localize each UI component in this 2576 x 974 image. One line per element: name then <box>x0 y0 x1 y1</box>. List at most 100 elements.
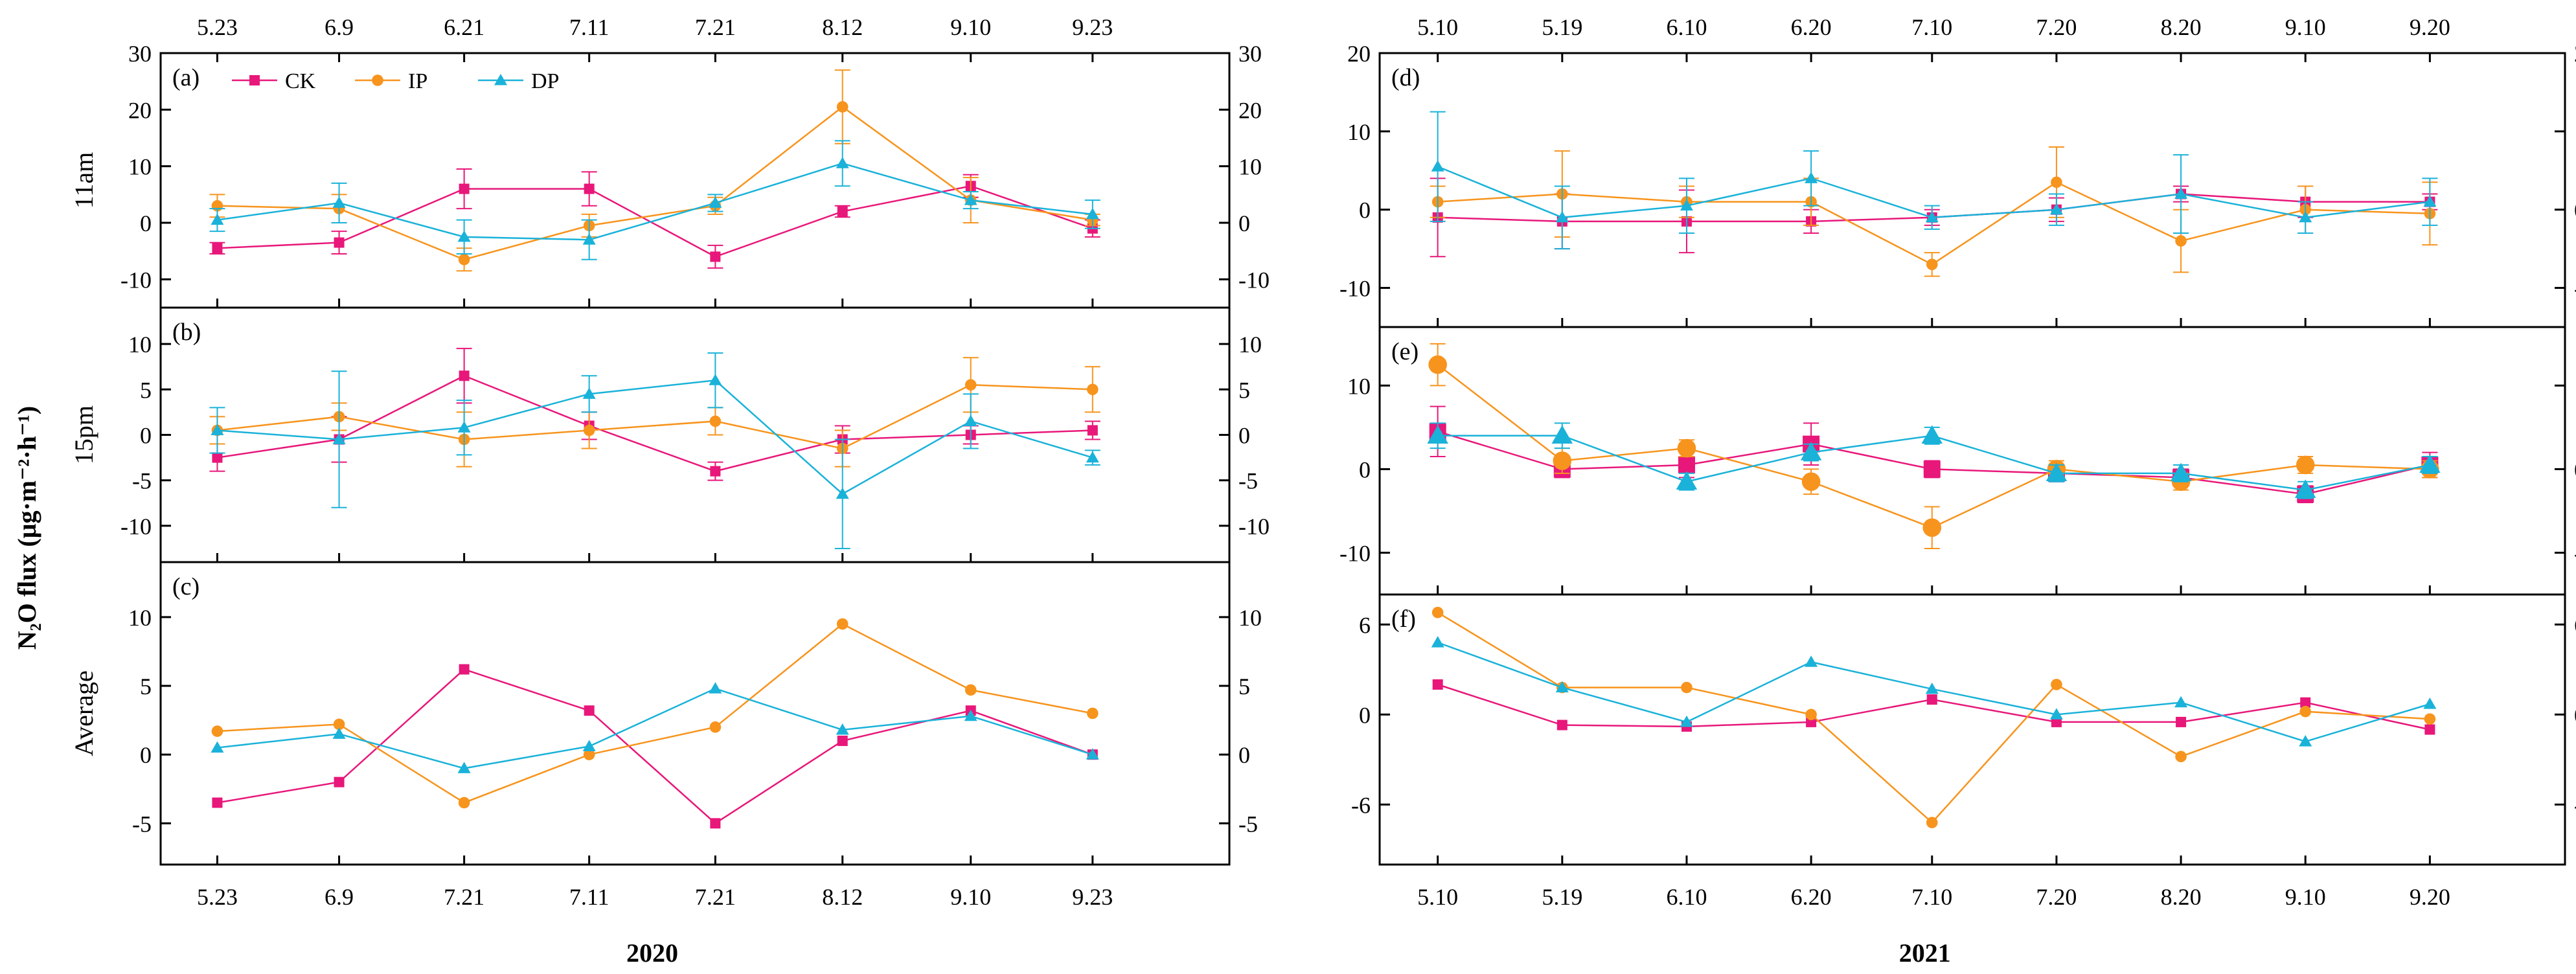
x-tick-label-bottom: 8.12 <box>822 884 863 910</box>
data-point-DP <box>211 424 224 435</box>
series-line-CK <box>217 374 1093 472</box>
data-point-IP <box>458 253 470 266</box>
data-point-DP <box>211 213 224 225</box>
data-point-CK <box>710 251 721 262</box>
data-point-CK <box>459 370 470 381</box>
series-line-DP <box>217 687 1093 769</box>
x-tick-label-top: 9.10 <box>950 14 991 40</box>
data-point-IP <box>1553 451 1572 470</box>
y-tick-label-right: 0 <box>2574 198 2576 223</box>
data-point-CK <box>2300 697 2311 708</box>
data-point-CK <box>837 206 848 217</box>
panel-b: -10 -10 -5 -5 0 0 5 5 10 10 (b) 15pm <box>69 306 1270 563</box>
data-point-DP <box>1431 636 1444 648</box>
y-tick-label-right: -10 <box>2574 276 2576 302</box>
y-tick-label-right: 10 <box>2574 373 2576 399</box>
series-line-CK <box>217 185 1093 258</box>
y-tick-label-left: 10 <box>128 332 152 357</box>
y-tick-label-right: -5 <box>1238 811 1258 837</box>
panel-a: -10 -10 0 0 10 10 20 20 30 30 5.23 6.9 6.21 7.11 7.21 8… <box>69 14 1270 309</box>
data-point-DP <box>332 433 346 445</box>
data-point-CK <box>334 776 345 787</box>
data-point-CK <box>710 818 721 829</box>
x-tick-label-bottom: 9.23 <box>1072 884 1113 910</box>
data-point-IP <box>333 718 345 730</box>
data-point-DP <box>1431 160 1444 172</box>
data-point-DP <box>457 762 471 773</box>
x-tick-label-top: 6.9 <box>325 14 354 40</box>
y-tick-label-left: 10 <box>128 605 152 631</box>
x-tick-label-top: 8.20 <box>2161 14 2202 40</box>
y-tick-label-right: 6 <box>2574 612 2576 638</box>
y-tick-label-left: 5 <box>140 674 152 699</box>
data-point-DP <box>1555 681 1569 693</box>
x-tick-label-bottom: 6.9 <box>325 884 354 910</box>
series-line-DP <box>217 379 1093 495</box>
data-point-IP <box>2299 705 2312 718</box>
data-point-IP <box>2296 455 2315 475</box>
data-point-DP <box>1551 425 1573 444</box>
y-tick-label-left: 0 <box>1359 198 1371 223</box>
x-tick-label-bottom: 8.20 <box>2161 884 2202 910</box>
data-point-IP <box>1681 681 1693 694</box>
data-point-DP <box>2049 708 2063 719</box>
data-point-DP <box>709 196 722 208</box>
data-point-IP <box>1087 707 1099 719</box>
x-tick-label-top: 8.12 <box>822 14 863 40</box>
y-tick-label-left: 30 <box>128 41 152 67</box>
panel-f: -6 -6 0 0 6 6 5.10 5.19 6.10 6.20 7.10 7.20 8.20 9.10… <box>1351 593 2576 968</box>
x-tick-label-top: 9.10 <box>2285 14 2326 40</box>
legend-label-CK: CK <box>285 69 316 93</box>
data-point-DP <box>709 682 722 694</box>
data-point-CK <box>334 237 345 248</box>
x-axis-year-label: 2021 <box>1899 938 1951 968</box>
panel-c: -5 -5 0 0 5 5 10 10 5.23 6.9 7.21 7.11 7.21 8.12 9.10 9… <box>69 561 1262 968</box>
x-tick-label-bottom: 7.11 <box>569 884 610 910</box>
x-tick-label-top: 7.11 <box>569 14 610 40</box>
data-point-DP <box>836 157 849 168</box>
x-tick-label-bottom: 5.10 <box>1417 884 1458 910</box>
x-tick-label-top: 7.10 <box>1911 14 1952 40</box>
data-point-IP <box>1922 518 1942 538</box>
data-point-DP <box>964 414 977 426</box>
x-tick-label-bottom: 9.10 <box>950 884 991 910</box>
x-tick-label-top: 5.10 <box>1417 14 1458 40</box>
y-tick-label-right: 20 <box>1238 97 1262 123</box>
y-tick-label-left: 10 <box>1347 373 1371 399</box>
x-tick-label-top: 6.10 <box>1666 14 1707 40</box>
y-tick-label-left: -5 <box>132 811 152 837</box>
y-tick-label-right: -10 <box>2574 540 2576 566</box>
y-tick-label-left: 20 <box>1347 41 1371 67</box>
panel-d: -10 -10 0 0 10 10 20 20 5.10 5.19 6.10 6.20 7.10 7.20… <box>1339 14 2576 328</box>
data-point-DP <box>836 723 849 735</box>
y-tick-label-left: 6 <box>1359 612 1371 638</box>
series-line-IP <box>217 106 1093 261</box>
data-point-DP <box>709 374 722 385</box>
data-point-IP <box>836 618 849 630</box>
data-point-DP <box>2423 697 2437 709</box>
data-point-DP <box>1680 715 1693 727</box>
y-tick-label-left: 0 <box>1359 457 1371 482</box>
y-tick-label-right: 0 <box>2574 702 2576 728</box>
data-point-DP <box>2049 203 2063 215</box>
data-point-CK <box>710 466 721 477</box>
data-point-CK <box>2176 716 2187 727</box>
data-point-DP <box>2299 735 2312 747</box>
data-point-IP <box>1801 472 1821 492</box>
legend-marker-IP <box>372 74 383 86</box>
y-tick-label-left: 5 <box>140 377 152 403</box>
data-point-DP <box>457 230 471 242</box>
legend-label-DP: DP <box>531 69 559 93</box>
data-point-DP <box>332 196 346 208</box>
data-point-CK <box>2051 716 2062 727</box>
data-point-DP <box>1086 451 1099 463</box>
data-point-DP <box>2174 187 2188 199</box>
data-point-CK <box>1678 456 1695 473</box>
data-point-IP <box>1926 817 1938 828</box>
series-line-IP <box>217 623 1093 804</box>
data-point-DP <box>1925 682 1939 694</box>
panel-label: (e) <box>1391 338 1419 365</box>
y-tick-label-right: 0 <box>2574 457 2576 482</box>
data-point-IP <box>2175 751 2187 762</box>
data-point-DP <box>457 421 471 433</box>
